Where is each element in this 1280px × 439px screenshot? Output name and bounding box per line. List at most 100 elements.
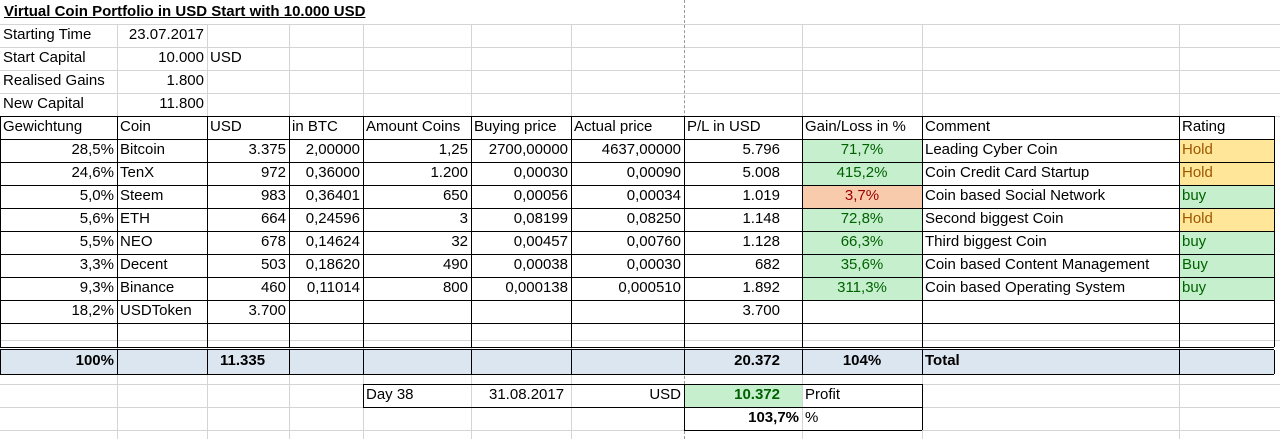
cell-usd[interactable]: 460 (260, 279, 286, 296)
cell-btc[interactable]: 0,24596 (305, 210, 360, 227)
summary-percent-sign[interactable]: % (805, 409, 819, 426)
cell-actual[interactable] (571, 300, 684, 323)
info-label[interactable]: New Capital (3, 95, 84, 112)
cell-buy[interactable] (471, 300, 571, 323)
cell-actual[interactable]: 0,00034 (626, 187, 681, 204)
cell-rating[interactable] (1179, 300, 1274, 323)
cell-rating[interactable]: Hold (1182, 164, 1213, 181)
total-usd[interactable]: 11.335 (220, 352, 266, 369)
column-header[interactable]: in BTC (292, 118, 338, 135)
cell-rating[interactable]: Hold (1182, 210, 1213, 227)
cell-weight[interactable]: 24,6% (71, 164, 114, 181)
cell-buy[interactable]: 0,00056 (513, 187, 568, 204)
column-header[interactable]: Comment (925, 118, 991, 135)
summary-profit-label[interactable]: Profit (805, 386, 841, 403)
cell-actual[interactable]: 0,08250 (626, 210, 681, 227)
cell-coin[interactable]: TenX (120, 164, 155, 181)
column-header[interactable]: USD (210, 118, 242, 135)
cell-weight[interactable]: 5,5% (79, 233, 114, 250)
cell-gain[interactable]: 35,6% (840, 256, 884, 273)
total-label[interactable]: Total (925, 352, 960, 369)
cell-pl[interactable]: 1.892 (742, 279, 780, 296)
cell-btc[interactable] (289, 300, 363, 323)
info-value[interactable]: 23.07.2017 (128, 26, 204, 43)
cell-buy[interactable]: 2700,00000 (488, 141, 568, 158)
cell-pl[interactable]: 1.148 (742, 210, 780, 227)
info-value[interactable]: 11.800 (159, 95, 204, 112)
cell-comment[interactable]: Third biggest Coin (925, 233, 1047, 250)
info-value[interactable]: 1.800 (166, 72, 204, 89)
cell-coin[interactable]: USDToken (120, 302, 192, 319)
cell-gain[interactable]: 415,2% (836, 164, 888, 181)
summary-day[interactable]: Day 38 (366, 386, 414, 403)
cell-comment[interactable]: Coin Credit Card Startup (925, 164, 1090, 181)
cell-coin[interactable]: Decent (120, 256, 168, 273)
cell-pl[interactable]: 5.796 (742, 141, 780, 158)
total-gain[interactable]: 104% (842, 352, 882, 369)
cell-usd[interactable]: 3.375 (248, 141, 286, 158)
cell-amount[interactable]: 1.200 (430, 164, 468, 181)
cell-btc[interactable]: 0,18620 (305, 256, 360, 273)
cell-rating[interactable]: buy (1182, 279, 1207, 296)
cell-btc[interactable]: 0,14624 (305, 233, 360, 250)
cell-rating[interactable]: buy (1182, 187, 1207, 204)
cell-comment[interactable]: Second biggest Coin (925, 210, 1064, 227)
cell-amount[interactable]: 650 (442, 187, 468, 204)
cell-comment[interactable]: Coin based Social Network (925, 187, 1106, 204)
cell-usd[interactable]: 678 (260, 233, 286, 250)
cell-rating[interactable]: Buy (1182, 256, 1208, 273)
cell-comment[interactable]: Coin based Content Management (925, 256, 1150, 273)
cell-weight[interactable]: 9,3% (79, 279, 114, 296)
cell-amount[interactable]: 32 (451, 233, 468, 250)
cell-gain[interactable]: 71,7% (840, 141, 884, 158)
cell-pl[interactable]: 3.700 (742, 302, 780, 319)
cell-actual[interactable]: 0,00090 (626, 164, 681, 181)
summary-date[interactable]: 31.08.2017 (489, 386, 565, 403)
cell-buy[interactable]: 0,000138 (505, 279, 568, 296)
info-unit[interactable] (207, 70, 267, 93)
cell-pl[interactable]: 682 (754, 256, 780, 273)
cell-weight[interactable]: 28,5% (71, 141, 114, 158)
info-value[interactable]: 10.000 (158, 49, 204, 66)
cell-amount[interactable]: 1,25 (438, 141, 468, 158)
cell-usd[interactable]: 503 (260, 256, 286, 273)
cell-actual[interactable]: 0,000510 (618, 279, 681, 296)
cell-coin[interactable]: Binance (120, 279, 175, 296)
cell-gain[interactable]: 66,3% (840, 233, 884, 250)
cell-gain[interactable]: 3,7% (844, 187, 880, 204)
cell-amount[interactable]: 490 (442, 256, 468, 273)
cell-btc[interactable]: 0,11014 (306, 279, 360, 296)
cell-btc[interactable]: 0,36000 (305, 164, 360, 181)
cell-pl[interactable]: 1.019 (742, 187, 780, 204)
cell-pl[interactable]: 5.008 (742, 164, 780, 181)
cell-actual[interactable]: 0,00760 (626, 233, 681, 250)
cell-buy[interactable]: 0,00038 (513, 256, 568, 273)
cell-usd[interactable]: 972 (260, 164, 286, 181)
cell-weight[interactable]: 18,2% (71, 302, 114, 319)
total-pl[interactable]: 20.372 (734, 352, 780, 369)
column-header[interactable]: Actual price (574, 118, 653, 135)
cell-actual[interactable]: 4637,00000 (601, 141, 681, 158)
column-header[interactable]: Amount Coins (366, 118, 461, 135)
cell-btc[interactable]: 2,00000 (305, 141, 360, 158)
cell-comment[interactable]: Leading Cyber Coin (925, 141, 1058, 158)
column-header[interactable]: P/L in USD (687, 118, 761, 135)
cell-amount[interactable] (363, 300, 471, 323)
cell-coin[interactable]: NEO (120, 233, 153, 250)
summary-profit-value[interactable]: 10.372 (734, 386, 780, 403)
cell-buy[interactable]: 0,00030 (513, 164, 568, 181)
info-unit[interactable]: USD (210, 49, 242, 66)
cell-amount[interactable]: 3 (459, 210, 468, 227)
cell-actual[interactable]: 0,00030 (626, 256, 681, 273)
info-label[interactable]: Starting Time (3, 26, 92, 43)
info-unit[interactable] (207, 93, 267, 116)
cell-gain[interactable] (802, 300, 922, 323)
cell-amount[interactable]: 800 (442, 279, 468, 296)
cell-comment[interactable]: Coin based Operating System (925, 279, 1126, 296)
cell-gain[interactable]: 72,8% (840, 210, 884, 227)
cell-usd[interactable]: 983 (260, 187, 286, 204)
column-header[interactable]: Gewichtung (3, 118, 83, 135)
summary-percent-value[interactable]: 103,7% (748, 409, 799, 426)
cell-weight[interactable]: 5,6% (79, 210, 114, 227)
cell-rating[interactable]: buy (1182, 233, 1207, 250)
